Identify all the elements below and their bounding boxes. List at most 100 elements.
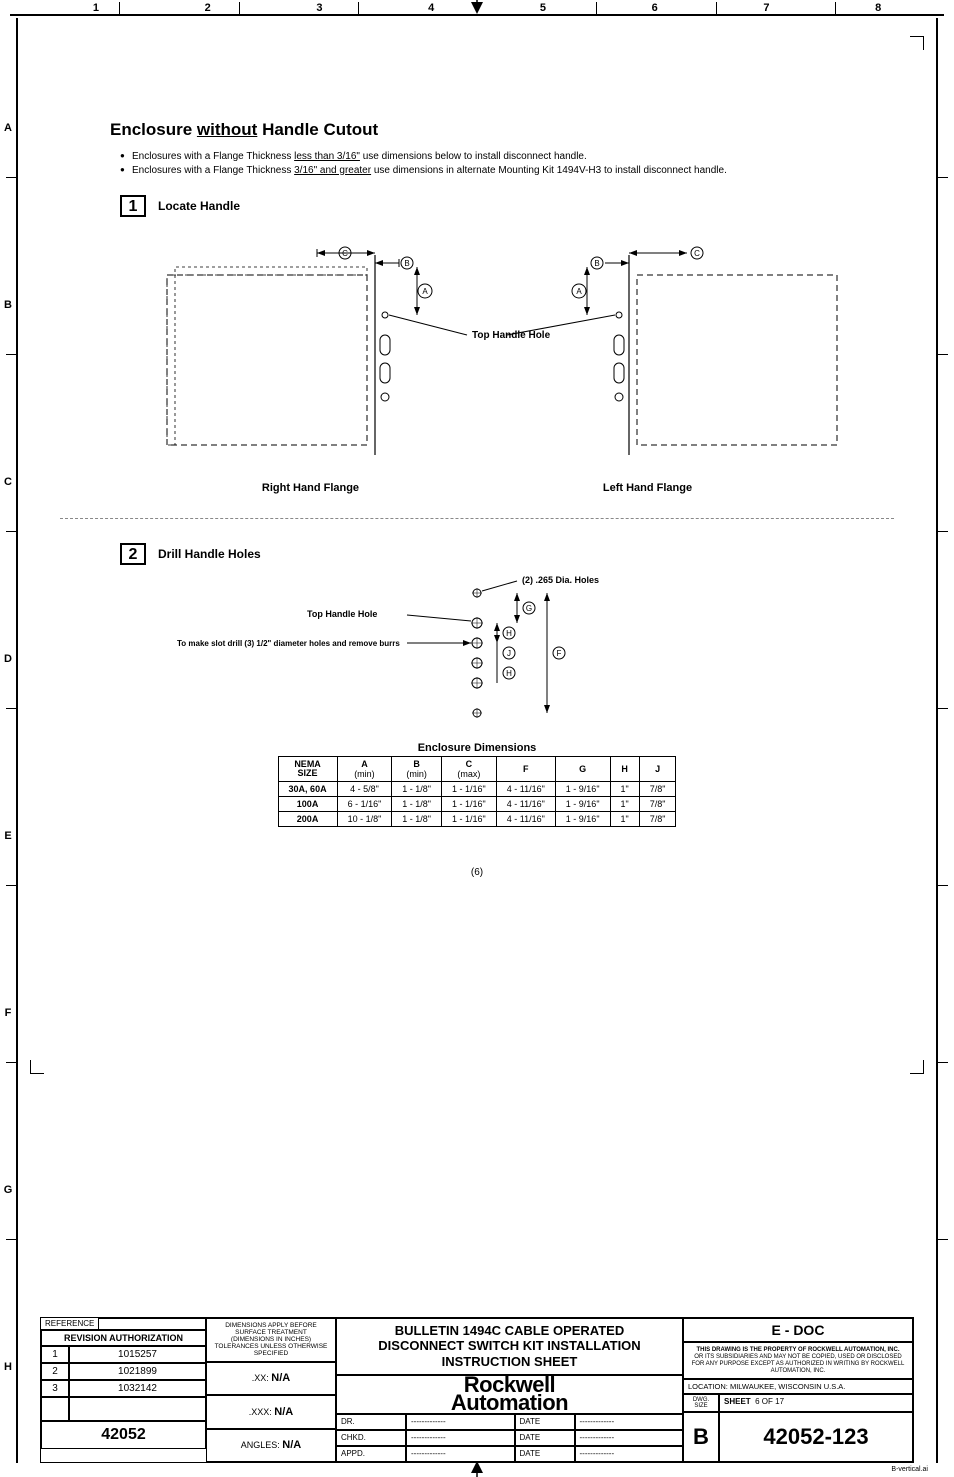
col-num: 5 — [540, 2, 546, 14]
figure-drill-holes: (2) .265 Dia. Holes Top Handle Hole To m… — [40, 573, 914, 736]
table-cell: 1 - 1/16" — [442, 782, 497, 797]
dimensions-table: NEMASIZEA(min)B(min)C(max)FGHJ 30A, 60A4… — [278, 756, 677, 827]
left-ruler — [16, 18, 18, 1463]
edoc-label: E - DOC — [683, 1318, 913, 1342]
table-cell: 200A — [278, 812, 337, 827]
dim-header: NEMASIZE — [278, 757, 337, 782]
tb-doc-column: E - DOC THIS DRAWING IS THE PROPERTY OF … — [683, 1318, 913, 1462]
svg-text:A: A — [576, 287, 582, 296]
row-letter: H — [2, 1361, 14, 1373]
table-cell: 6 - 1/16" — [337, 797, 392, 812]
col-num: 6 — [652, 2, 658, 14]
row-letter: D — [2, 653, 14, 665]
tb-tolerance-column: DIMENSIONS APPLY BEFORE SURFACE TREATMEN… — [206, 1318, 336, 1462]
row-letter: C — [2, 476, 14, 488]
revision-row: 31032142 — [41, 1380, 206, 1397]
row-letters: A B C D E F G H — [2, 40, 14, 1455]
drawing-number: 42052-123 — [719, 1412, 913, 1462]
signature-row: DR.------------- DATE------------- — [336, 1414, 683, 1430]
center-arrow-top-icon — [467, 0, 487, 16]
dim-header: F — [496, 757, 555, 782]
row-letter: G — [2, 1184, 14, 1196]
column-numbers: 1 2 3 4 5 6 7 8 — [40, 2, 934, 14]
dim-header: B(min) — [392, 757, 442, 782]
location-label: LOCATION: MILWAUKEE, WISCONSIN U.S.A. — [683, 1379, 913, 1394]
section-divider — [60, 518, 894, 519]
table-cell: 7/8" — [639, 797, 676, 812]
table-cell: 1 - 1/16" — [442, 812, 497, 827]
row-letter: B — [2, 299, 14, 311]
table-row: 30A, 60A4 - 5/8"1 - 1/8"1 - 1/16"4 - 11/… — [278, 782, 676, 797]
table-cell: 1 - 1/8" — [392, 812, 442, 827]
table-cell: 1" — [610, 797, 639, 812]
svg-text:F: F — [557, 649, 562, 658]
rev-num: 3 — [41, 1380, 69, 1397]
notes-list: Enclosures with a Flange Thickness less … — [120, 150, 854, 177]
rev-id: 1032142 — [69, 1380, 206, 1397]
table-cell: 1" — [610, 812, 639, 827]
dim-header: G — [555, 757, 610, 782]
table-cell: 7/8" — [639, 812, 676, 827]
table-cell: 10 - 1/8" — [337, 812, 392, 827]
col-num: 8 — [875, 2, 881, 14]
top-handle-hole-label: Top Handle Hole — [472, 330, 551, 341]
rev-id: 1015257 — [69, 1346, 206, 1363]
svg-text:H: H — [506, 669, 512, 678]
step-number-box: 1 — [120, 195, 146, 217]
step-2-header: 2 Drill Handle Holes — [120, 543, 914, 565]
table-cell: 100A — [278, 797, 337, 812]
drill-diagram-svg: (2) .265 Dia. Holes Top Handle Hole To m… — [177, 573, 777, 733]
note-item: Enclosures with a Flange Thickness 3/16"… — [120, 164, 854, 178]
table-cell: 1 - 9/16" — [555, 797, 610, 812]
step-label: Locate Handle — [158, 199, 240, 213]
dim-header: A(min) — [337, 757, 392, 782]
table-row: 200A10 - 1/8"1 - 1/8"1 - 1/16"4 - 11/16"… — [278, 812, 676, 827]
table-cell: 4 - 11/16" — [496, 782, 555, 797]
table-cell: 1 - 1/8" — [392, 782, 442, 797]
col-num: 1 — [93, 2, 99, 14]
col-num: 7 — [763, 2, 769, 14]
title-block: REFERENCE REVISION AUTHORIZATION 1101525… — [40, 1317, 914, 1463]
col-num: 2 — [205, 2, 211, 14]
table-cell: 4 - 11/16" — [496, 812, 555, 827]
svg-text:J: J — [507, 649, 511, 658]
drawing-title: BULLETIN 1494C CABLE OPERATED DISCONNECT… — [336, 1318, 683, 1375]
step-1-header: 1 Locate Handle — [120, 195, 914, 217]
sheet-info: SHEET 6 OF 17 — [719, 1394, 913, 1412]
holes-dia-label: (2) .265 Dia. Holes — [522, 575, 599, 585]
dwg-size-label: DWG. SIZE — [683, 1394, 719, 1412]
signature-row: APPD.------------- DATE------------- — [336, 1446, 683, 1462]
right-flange-caption: Right Hand Flange — [262, 482, 359, 494]
drawing-size-letter: B — [683, 1412, 719, 1462]
table-cell: 4 - 11/16" — [496, 797, 555, 812]
right-ruler — [936, 18, 938, 1463]
title-underline: without — [197, 120, 257, 139]
property-notice: THIS DRAWING IS THE PROPERTY OF ROCKWELL… — [683, 1342, 913, 1380]
rev-num: 2 — [41, 1363, 69, 1380]
revision-row: 11015257 — [41, 1346, 206, 1363]
svg-text:H: H — [506, 629, 512, 638]
table-cell: 1 - 9/16" — [555, 812, 610, 827]
page-title: Enclosure without Handle Cutout — [110, 120, 914, 140]
dim-header: C(max) — [442, 757, 497, 782]
rockwell-logo: RockwellAutomation — [336, 1375, 683, 1414]
table-cell: 1" — [610, 782, 639, 797]
footer-filename: B-vertical.ai — [891, 1466, 928, 1473]
project-number: 42052 — [41, 1421, 206, 1449]
step-label: Drill Handle Holes — [158, 547, 261, 561]
left-flange-caption: Left Hand Flange — [603, 482, 692, 494]
slot-note: To make slot drill (3) 1/2" diameter hol… — [177, 639, 400, 648]
rev-id: 1021899 — [69, 1363, 206, 1380]
reference-tab: REFERENCE — [40, 1317, 99, 1330]
table-cell: 4 - 5/8" — [337, 782, 392, 797]
rev-num: 1 — [41, 1346, 69, 1363]
svg-text:C: C — [342, 249, 348, 258]
note-item: Enclosures with a Flange Thickness less … — [120, 150, 854, 164]
crop-mark — [910, 36, 924, 50]
row-letter: A — [2, 122, 14, 134]
flange-diagram-svg: C B A Top Handle Hole — [87, 225, 867, 475]
svg-text:B: B — [594, 259, 599, 268]
table-cell: 7/8" — [639, 782, 676, 797]
svg-text:C: C — [694, 249, 700, 258]
table-cell: 1 - 9/16" — [555, 782, 610, 797]
